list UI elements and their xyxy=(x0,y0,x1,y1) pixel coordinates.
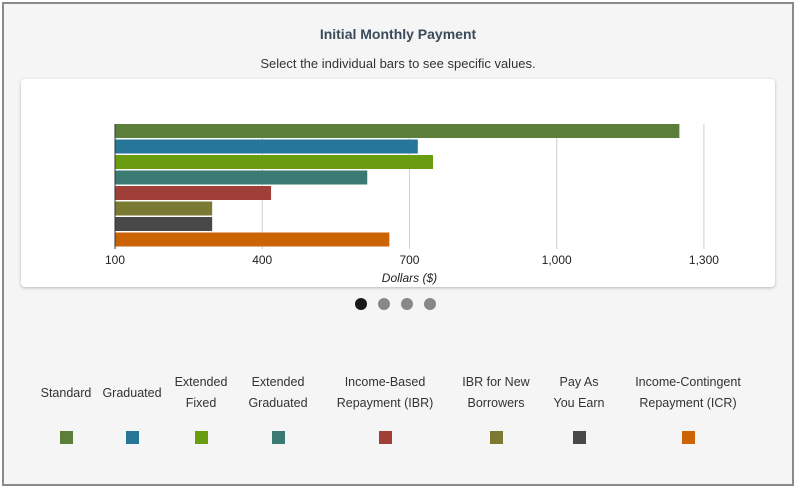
bar[interactable] xyxy=(115,201,213,216)
legend-swatch xyxy=(489,431,503,444)
legend-label: Income-Based Repayment (IBR) xyxy=(336,375,434,410)
bar-chart: 100 400 700 1,000 1,300 Dollars ($) xyxy=(105,124,719,285)
legend-label: Extended Fixed xyxy=(174,375,228,410)
legend-label: Pay As You Earn xyxy=(553,375,605,410)
pagination-dot[interactable] xyxy=(401,298,413,310)
legend-item[interactable]: Pay As You Earn xyxy=(519,372,639,444)
x-tick-label: 1,000 xyxy=(542,253,572,267)
legend-label: Graduated xyxy=(102,385,162,400)
legend-item[interactable]: Extended Graduated xyxy=(218,372,338,444)
bar[interactable] xyxy=(115,186,272,200)
pagination-dot[interactable] xyxy=(378,298,390,310)
pagination-dot[interactable] xyxy=(424,298,436,310)
legend-swatch xyxy=(378,431,392,444)
legend-item[interactable]: Income-Based Repayment (IBR) xyxy=(325,372,445,444)
legend-label: Income-Contingent Repayment (ICR) xyxy=(635,375,741,410)
legend-item[interactable]: Extended Fixed xyxy=(141,372,261,444)
legend-swatch xyxy=(572,431,586,444)
legend-swatch xyxy=(125,431,139,444)
legend-label: Standard xyxy=(40,385,92,400)
bar[interactable] xyxy=(115,139,418,154)
x-tick-label: 400 xyxy=(252,253,272,267)
legend-label: Extended Graduated xyxy=(248,375,308,410)
legend-swatch xyxy=(59,431,73,444)
legend-item[interactable]: Income-Contingent Repayment (ICR) xyxy=(628,372,748,444)
pagination-dot[interactable] xyxy=(355,298,367,310)
legend-item[interactable]: IBR for New Borrowers xyxy=(436,372,556,444)
pagination-dots xyxy=(355,298,436,310)
x-tick-label: 700 xyxy=(399,253,419,267)
legend-item[interactable]: Standard xyxy=(6,372,126,444)
x-axis-label: Dollars ($) xyxy=(382,271,437,285)
bar[interactable] xyxy=(115,124,680,138)
x-tick-label: 100 xyxy=(105,253,125,267)
x-tick-label: 1,300 xyxy=(689,253,719,267)
legend-swatch xyxy=(194,431,208,444)
legend-swatch xyxy=(271,431,285,444)
legend-item[interactable]: Graduated xyxy=(72,372,192,444)
chart-subtitle: Select the individual bars to see specif… xyxy=(260,56,536,71)
chart-title: Initial Monthly Payment xyxy=(319,26,477,42)
chart-card: 100 400 700 1,000 1,300 Dollars ($) xyxy=(21,79,775,287)
legend-label: IBR for New Borrowers xyxy=(462,375,530,410)
bar[interactable] xyxy=(115,155,434,169)
bar[interactable] xyxy=(115,170,368,185)
bar[interactable] xyxy=(115,232,390,247)
bar[interactable] xyxy=(115,217,213,231)
legend-swatch xyxy=(681,431,695,444)
